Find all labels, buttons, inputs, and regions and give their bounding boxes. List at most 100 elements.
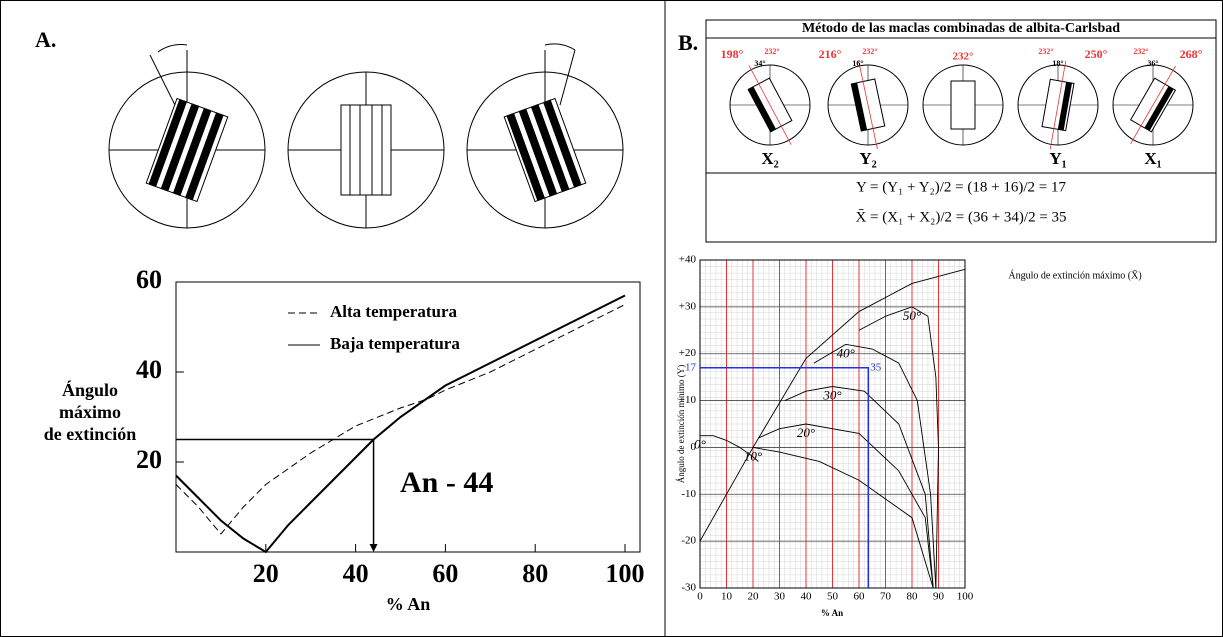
guide-label: 35 bbox=[870, 361, 882, 373]
y-tick-label: 60 bbox=[136, 265, 162, 294]
x-tick-label: 50 bbox=[827, 591, 839, 603]
x-tick-label: 100 bbox=[957, 591, 974, 603]
crystal-label: X₁ bbox=[1144, 149, 1161, 168]
x-tick-label: 90 bbox=[933, 591, 945, 603]
y-tick-label: -20 bbox=[681, 535, 696, 547]
angle-label: 216° bbox=[819, 47, 842, 61]
twin-band bbox=[748, 86, 776, 132]
angle-label: 232° bbox=[862, 47, 877, 56]
annotation: An - 44 bbox=[400, 466, 493, 499]
x-axis-label: % An bbox=[386, 594, 431, 614]
angle-label: 232° bbox=[1133, 47, 1148, 56]
x-tick-label: 70 bbox=[880, 591, 892, 603]
extinction-line bbox=[1049, 60, 1067, 150]
y-axis-label: Ángulo bbox=[62, 379, 118, 400]
x-tick-label: 20 bbox=[253, 559, 279, 588]
y-tick-label: +30 bbox=[679, 300, 697, 312]
guide-line bbox=[700, 367, 870, 588]
line bbox=[175, 304, 626, 535]
curve-label: 30° bbox=[822, 387, 841, 402]
x-tick-label: 0 bbox=[697, 591, 703, 603]
crystal bbox=[827, 60, 909, 150]
y-tick-label: 20 bbox=[136, 445, 162, 474]
plot-frame bbox=[699, 259, 966, 589]
angle-label: 198° bbox=[721, 47, 744, 61]
y-tick-label: +20 bbox=[679, 347, 697, 359]
y-axis-label: máximo bbox=[59, 402, 121, 422]
formula: Y = (Y₁ + Y₂)/2 = (18 + 16)/2 = 17 bbox=[856, 179, 1066, 195]
x-tick-label: 100 bbox=[606, 559, 645, 588]
note: Ángulo de extinción máximo (X̄) bbox=[1008, 269, 1141, 281]
x-tick-label: 20 bbox=[748, 591, 760, 603]
crystal-diagrams-a bbox=[108, 43, 624, 229]
angle-label: 34° bbox=[754, 59, 765, 68]
x-tick-label: 40 bbox=[343, 559, 369, 588]
angle-label: 232° bbox=[1038, 47, 1053, 56]
crystal bbox=[729, 64, 811, 146]
crystal bbox=[1112, 64, 1194, 146]
curve-label: 0° bbox=[694, 437, 706, 452]
y-tick-label: 40 bbox=[136, 355, 162, 384]
y-tick-label: 0 bbox=[691, 441, 697, 453]
y-tick-label: +10 bbox=[679, 394, 697, 406]
method-title: Método de las maclas combinadas de albit… bbox=[802, 21, 1120, 36]
angle-label: 232° bbox=[953, 51, 974, 63]
curve-label: 10° bbox=[744, 448, 762, 463]
crystal-label: X₂ bbox=[761, 149, 778, 168]
method-box bbox=[705, 19, 1217, 243]
twin-band bbox=[851, 82, 868, 131]
panel-label: B. bbox=[678, 30, 698, 55]
y-tick-label: -30 bbox=[681, 582, 696, 594]
y-tick-label: +40 bbox=[679, 254, 697, 266]
angle-label: 16° bbox=[852, 59, 863, 68]
x-tick-label: 60 bbox=[432, 559, 458, 588]
angle-label: 268° bbox=[1180, 47, 1203, 61]
twin-band bbox=[1144, 86, 1174, 131]
curve-label: 20° bbox=[797, 425, 815, 440]
crystal bbox=[1017, 60, 1099, 150]
x-tick-label: 10 bbox=[721, 591, 733, 603]
angle-label: 36° bbox=[1147, 59, 1158, 68]
curve bbox=[752, 446, 934, 589]
formula: X̄ = (X₁ + X₂)/2 = (36 + 34)/2 = 35 bbox=[855, 209, 1066, 225]
extinction-line bbox=[1130, 65, 1176, 145]
curve bbox=[758, 423, 934, 589]
crystal-label: Y₂ bbox=[859, 149, 876, 168]
angle-label: 250° bbox=[1085, 47, 1108, 61]
plot-frame bbox=[175, 281, 641, 553]
crystal bbox=[922, 64, 1004, 146]
x-tick-label: 80 bbox=[907, 591, 919, 603]
curve bbox=[700, 435, 759, 462]
legend-label: Baja temperatura bbox=[330, 334, 460, 353]
y-axis-label: Ángulo de extinción mínimo (Y) bbox=[676, 365, 686, 483]
y-axis-label: de extinción bbox=[44, 424, 137, 444]
curve-label: 40° bbox=[837, 345, 855, 360]
crystal-body bbox=[950, 80, 976, 130]
extinction-line bbox=[748, 65, 792, 145]
annotation-arrow bbox=[369, 544, 378, 552]
curve bbox=[858, 306, 939, 589]
y-tick-label: -10 bbox=[681, 488, 696, 500]
twin-band bbox=[1057, 82, 1073, 131]
x-tick-label: 40 bbox=[801, 591, 813, 603]
legend-label: Alta temperatura bbox=[330, 302, 457, 321]
annotation-line bbox=[176, 438, 375, 546]
panel-label: A. bbox=[35, 27, 56, 52]
line bbox=[175, 294, 626, 554]
crystal-label: Y₁ bbox=[1049, 149, 1066, 168]
x-tick-label: 30 bbox=[774, 591, 786, 603]
angle-label: 18° bbox=[1052, 59, 1063, 68]
curve bbox=[699, 268, 966, 542]
curve bbox=[784, 386, 934, 589]
curve-label: 50° bbox=[903, 308, 921, 323]
chart-b: 0 10 20 30 40 50 60 70 80 90 100 -30 -20 -10 0 +10 +20 +3… bbox=[676, 254, 1142, 619]
guide-label: 17 bbox=[685, 361, 697, 373]
x-tick-label: 80 bbox=[522, 559, 548, 588]
x-axis-label: % An bbox=[821, 608, 843, 618]
extinction-line bbox=[858, 60, 878, 150]
curve bbox=[813, 343, 937, 589]
x-tick-label: 60 bbox=[854, 591, 866, 603]
angle-label: 232° bbox=[764, 47, 779, 56]
